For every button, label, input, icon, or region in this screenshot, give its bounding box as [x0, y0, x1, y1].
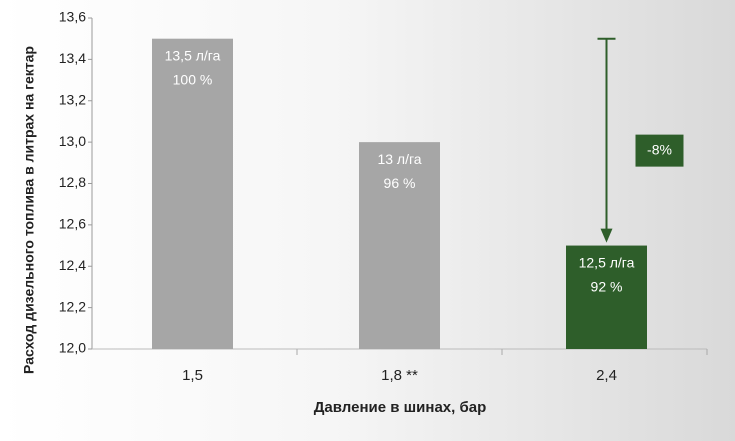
y-axis-label: Расход дизельного топлива в литрах на ге… — [21, 46, 37, 374]
y-tick-label: 12,8 — [59, 174, 86, 190]
y-tick-label: 12,2 — [59, 298, 86, 314]
bar — [359, 142, 440, 349]
y-tick-label: 12,0 — [59, 340, 86, 356]
y-tick-label: 13,6 — [59, 9, 86, 25]
y-tick-label: 12,4 — [59, 257, 86, 273]
y-tick-label: 13,4 — [59, 50, 86, 66]
bar — [566, 245, 647, 349]
arrow-head — [600, 228, 613, 243]
y-tick-label: 13,0 — [59, 133, 86, 149]
value-label: 12,5 л/га — [579, 254, 635, 270]
share-label: 96 % — [384, 175, 416, 191]
y-tick-label: 13,2 — [59, 91, 86, 107]
x-tick-label: 2,4 — [596, 367, 617, 384]
annotation-label: -8% — [647, 141, 672, 157]
x-axis-label: Давление в шинах, бар — [314, 399, 486, 416]
bar — [152, 38, 233, 349]
share-label: 100 % — [173, 71, 213, 87]
x-tick-label: 1,5 — [182, 367, 203, 384]
annotation-box — [635, 134, 684, 167]
x-tick-label: 1,8 ** — [381, 367, 418, 384]
value-label: 13 л/га — [377, 151, 421, 167]
value-label: 13,5 л/га — [165, 47, 221, 63]
y-tick-label: 12,6 — [59, 216, 86, 232]
share-label: 92 % — [591, 278, 623, 294]
